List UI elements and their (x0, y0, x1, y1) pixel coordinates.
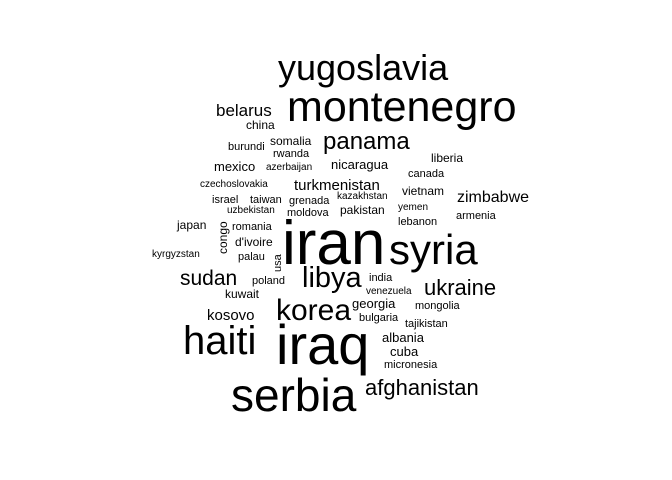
word-japan: japan (176, 218, 206, 232)
word-micronesia: micronesia (384, 359, 438, 371)
word-poland: poland (252, 275, 285, 287)
word-somalia: somalia (270, 134, 312, 148)
word-rwanda: rwanda (273, 148, 310, 160)
word-cuba: cuba (390, 344, 419, 359)
word-sudan: sudan (180, 267, 237, 290)
word-liberia: liberia (431, 151, 463, 165)
word-congo: congo (216, 221, 230, 254)
word-burundi: burundi (228, 141, 265, 153)
word-kuwait: kuwait (225, 287, 260, 301)
word-lebanon: lebanon (398, 216, 437, 228)
word-armenia: armenia (456, 210, 497, 222)
word-mexico: mexico (214, 159, 255, 174)
word-belarus: belarus (216, 101, 272, 120)
word-romania: romania (232, 221, 273, 233)
word-czechoslovakia: czechoslovakia (200, 179, 268, 190)
word-usa: usa (272, 253, 284, 272)
word-yugoslavia: yugoslavia (278, 47, 449, 88)
word-kyrgyzstan: kyrgyzstan (152, 249, 200, 260)
word-korea: korea (276, 294, 351, 327)
word-taiwan: taiwan (250, 194, 282, 206)
word-montenegro: montenegro (287, 83, 517, 131)
word-yemen: yemen (398, 202, 428, 213)
word-libya: libya (302, 262, 363, 294)
word-vietnam: vietnam (402, 184, 444, 198)
word-kazakhstan: kazakhstan (337, 191, 388, 202)
word-pakistan: pakistan (340, 203, 385, 217)
word-grenada: grenada (289, 195, 330, 207)
word-palau: palau (238, 251, 265, 263)
word-turkmenistan: turkmenistan (294, 177, 380, 194)
word-iraq: iraq (276, 313, 369, 376)
word-venezuela: venezuela (366, 286, 412, 297)
word-d-ivoire: d'ivoire (235, 235, 273, 249)
word-afghanistan: afghanistan (365, 375, 479, 400)
word-china: china (246, 118, 275, 132)
word-serbia: serbia (231, 369, 357, 421)
word-israel: israel (212, 194, 238, 206)
word-albania: albania (382, 330, 425, 345)
word-moldova: moldova (287, 207, 329, 219)
word-kosovo: kosovo (207, 307, 255, 324)
word-iran: iran (282, 209, 385, 278)
word-india: india (369, 272, 393, 284)
word-uzbekistan: uzbekistan (227, 205, 275, 216)
word-nicaragua: nicaragua (331, 157, 389, 172)
word-zimbabwe: zimbabwe (457, 189, 529, 206)
word-ukraine: ukraine (424, 275, 496, 300)
word-bulgaria: bulgaria (359, 312, 399, 324)
word-azerbaijan: azerbaijan (266, 162, 312, 173)
word-haiti: haiti (183, 319, 256, 363)
word-syria: syria (389, 226, 478, 273)
word-canada: canada (408, 168, 445, 180)
word-georgia: georgia (352, 296, 396, 311)
word-tajikistan: tajikistan (405, 318, 448, 330)
word-mongolia: mongolia (415, 300, 461, 312)
word-panama: panama (323, 128, 410, 155)
